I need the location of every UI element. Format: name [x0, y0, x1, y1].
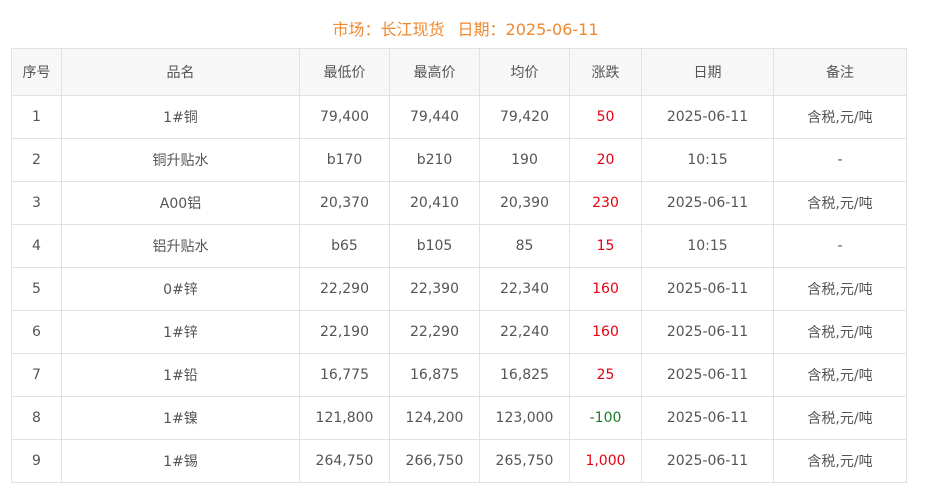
cell-no: 9 [11, 439, 62, 483]
cell-low: 264,750 [299, 439, 390, 483]
cell-name: 0#锌 [61, 267, 300, 311]
table-row: 3 A00铝 20,370 20,410 20,390 230 2025-06-11 含税,元… [11, 181, 907, 225]
cell-avg: 265,750 [479, 439, 570, 483]
cell-change: 160 [569, 310, 642, 354]
cell-low: 22,190 [299, 310, 390, 354]
cell-high: b210 [389, 138, 480, 182]
cell-high: 22,290 [389, 310, 480, 354]
table-row: 4 铝升贴水 b65 b105 85 15 10:15- [11, 224, 907, 268]
cell-change: 230 [569, 181, 642, 225]
cell-change: 20 [569, 138, 642, 182]
cell-high: 124,200 [389, 396, 480, 440]
cell-avg: 123,000 [479, 396, 570, 440]
cell-date: 2025-06-11 [641, 95, 774, 139]
cell-note: 含税,元/吨 [773, 310, 907, 354]
cell-avg: 20,390 [479, 181, 570, 225]
cell-note: 含税,元/吨 [773, 95, 907, 139]
cell-no: 5 [11, 267, 62, 311]
cell-avg: 16,825 [479, 353, 570, 397]
cell-avg: 190 [479, 138, 570, 182]
cell-low: b170 [299, 138, 390, 182]
cell-name: 1#镍 [61, 396, 300, 440]
price-table: 序号 品名 最低价 最高价 均价 涨跌 日期 备注 1 1#铜 79,400 79,440 79,42… [11, 48, 907, 483]
cell-high: 79,440 [389, 95, 480, 139]
table-row: 1 1#铜 79,400 79,440 79,420 50 2025-06-11 含税,元/吨 [11, 95, 907, 139]
cell-avg: 22,340 [479, 267, 570, 311]
cell-note: 含税,元/吨 [773, 439, 907, 483]
cell-date: 2025-06-11 [641, 267, 774, 311]
table-header-row: 序号 品名 最低价 最高价 均价 涨跌 日期 备注 [11, 48, 907, 96]
cell-low: 20,370 [299, 181, 390, 225]
cell-low: 16,775 [299, 353, 390, 397]
cell-low: 121,800 [299, 396, 390, 440]
cell-date: 2025-06-11 [641, 310, 774, 354]
date-label: 日期：2025-06-11 [457, 20, 599, 39]
cell-name: 1#锌 [61, 310, 300, 354]
table-row: 9 1#锡 264,750 266,750 265,750 1,000 2025-06-11… [11, 439, 907, 483]
cell-change: 160 [569, 267, 642, 311]
cell-name: A00铝 [61, 181, 300, 225]
page-title: 市场：长江现货 日期：2025-06-11 [0, 16, 931, 40]
cell-note: 含税,元/吨 [773, 267, 907, 311]
cell-name: 1#铜 [61, 95, 300, 139]
cell-avg: 22,240 [479, 310, 570, 354]
cell-date: 2025-06-11 [641, 353, 774, 397]
cell-no: 3 [11, 181, 62, 225]
cell-note: 含税,元/吨 [773, 181, 907, 225]
cell-name: 铝升贴水 [61, 224, 300, 268]
cell-name: 铜升贴水 [61, 138, 300, 182]
cell-date: 10:15 [641, 224, 774, 268]
cell-date: 2025-06-11 [641, 181, 774, 225]
cell-high: 16,875 [389, 353, 480, 397]
table-row: 6 1#锌 22,190 22,290 22,240 160 2025-06-11 含税,元/… [11, 310, 907, 354]
cell-change: 50 [569, 95, 642, 139]
cell-high: 266,750 [389, 439, 480, 483]
col-header-name: 品名 [61, 48, 300, 96]
table-row: 5 0#锌 22,290 22,390 22,340 160 2025-06-11 含税,元/… [11, 267, 907, 311]
cell-change: 25 [569, 353, 642, 397]
market-label: 市场：长江现货 [332, 20, 445, 39]
col-header-note: 备注 [773, 48, 907, 96]
cell-no: 8 [11, 396, 62, 440]
table-row: 8 1#镍 121,800 124,200 123,000 -100 2025-06-11 含… [11, 396, 907, 440]
cell-low: 79,400 [299, 95, 390, 139]
cell-change: 15 [569, 224, 642, 268]
cell-change: -100 [569, 396, 642, 440]
col-header-date: 日期 [641, 48, 774, 96]
cell-no: 6 [11, 310, 62, 354]
cell-no: 7 [11, 353, 62, 397]
col-header-no: 序号 [11, 48, 62, 96]
cell-avg: 79,420 [479, 95, 570, 139]
cell-low: b65 [299, 224, 390, 268]
cell-no: 1 [11, 95, 62, 139]
col-header-high: 最高价 [389, 48, 480, 96]
cell-low: 22,290 [299, 267, 390, 311]
cell-high: 22,390 [389, 267, 480, 311]
cell-date: 10:15 [641, 138, 774, 182]
cell-date: 2025-06-11 [641, 439, 774, 483]
cell-change: 1,000 [569, 439, 642, 483]
cell-high: b105 [389, 224, 480, 268]
col-header-low: 最低价 [299, 48, 390, 96]
table-row: 7 1#铅 16,775 16,875 16,825 25 2025-06-11 含税,元/吨 [11, 353, 907, 397]
col-header-change: 涨跌 [569, 48, 642, 96]
cell-note: 含税,元/吨 [773, 396, 907, 440]
cell-date: 2025-06-11 [641, 396, 774, 440]
cell-avg: 85 [479, 224, 570, 268]
col-header-avg: 均价 [479, 48, 570, 96]
cell-name: 1#铅 [61, 353, 300, 397]
cell-note: - [773, 138, 907, 182]
cell-no: 4 [11, 224, 62, 268]
cell-note: 含税,元/吨 [773, 353, 907, 397]
cell-high: 20,410 [389, 181, 480, 225]
cell-no: 2 [11, 138, 62, 182]
cell-name: 1#锡 [61, 439, 300, 483]
cell-note: - [773, 224, 907, 268]
table-row: 2 铜升贴水 b170 b210 190 20 10:15- [11, 138, 907, 182]
